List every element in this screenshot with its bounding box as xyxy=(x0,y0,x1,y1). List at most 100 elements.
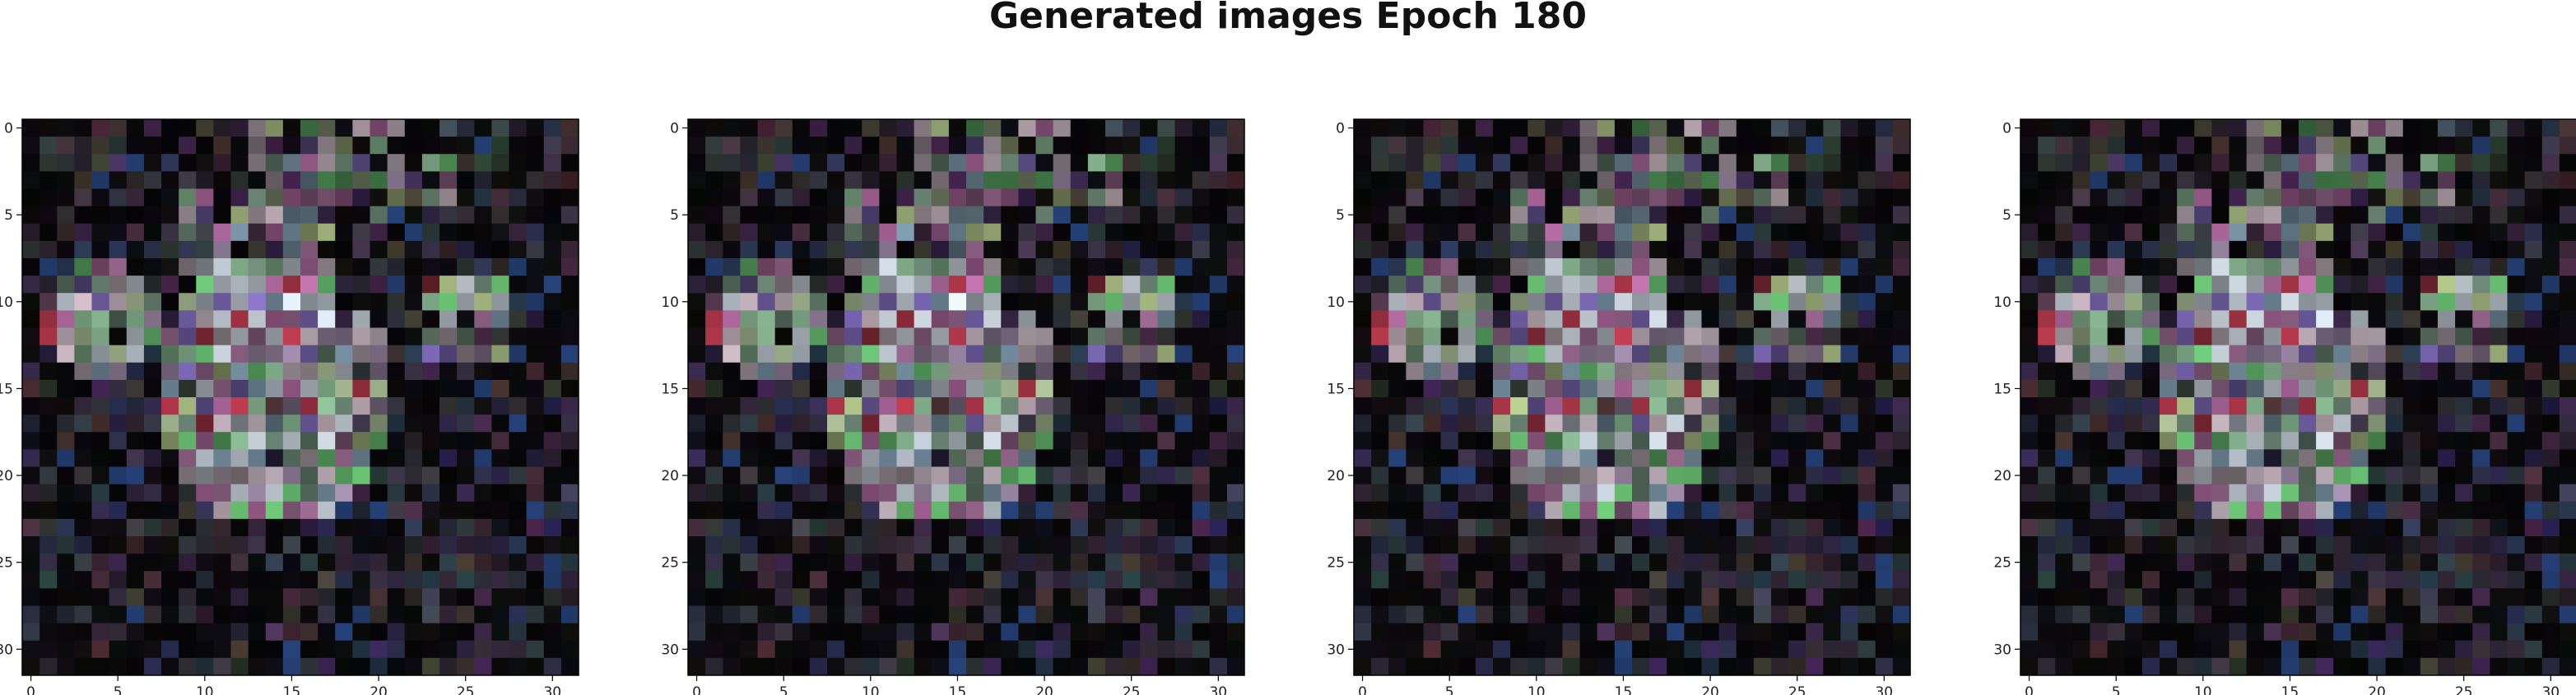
image-pixel xyxy=(1001,137,1019,155)
image-pixel xyxy=(249,154,267,172)
image-pixel xyxy=(775,241,793,259)
image-pixel xyxy=(439,449,458,467)
image-pixel xyxy=(1737,189,1755,207)
image-pixel xyxy=(1388,467,1407,485)
image-pixel xyxy=(2438,171,2456,189)
image-pixel xyxy=(1841,641,1859,659)
image-pixel xyxy=(352,328,370,346)
image-pixel xyxy=(300,328,319,346)
image-pixel xyxy=(1053,258,1072,276)
image-pixel xyxy=(1684,571,1702,589)
image-pixel xyxy=(2194,519,2212,537)
image-pixel xyxy=(1702,658,1720,676)
image-pixel xyxy=(2038,171,2056,189)
image-pixel xyxy=(775,154,793,172)
image-pixel xyxy=(1493,554,1511,572)
image-pixel xyxy=(249,363,267,381)
image-pixel xyxy=(509,241,528,259)
image-pixel xyxy=(561,484,579,503)
image-pixel xyxy=(793,206,811,225)
image-pixel xyxy=(758,171,776,189)
image-pixel xyxy=(1563,641,1581,659)
image-pixel xyxy=(318,258,336,276)
image-pixel xyxy=(2333,432,2351,450)
image-pixel xyxy=(1406,554,1424,572)
image-pixel xyxy=(2211,345,2230,364)
image-pixel xyxy=(2525,484,2543,503)
y-tick-label: 20 xyxy=(0,468,13,484)
image-pixel xyxy=(179,380,197,398)
image-pixel xyxy=(161,554,179,572)
image-pixel xyxy=(897,571,915,589)
image-pixel xyxy=(1597,119,1616,137)
image-pixel xyxy=(1597,554,1616,572)
image-pixel xyxy=(1493,310,1511,328)
image-pixel xyxy=(422,241,440,259)
image-pixel xyxy=(2125,380,2143,398)
image-pixel xyxy=(1545,328,1563,346)
image-pixel xyxy=(318,224,336,242)
image-pixel xyxy=(1053,623,1072,642)
image-pixel xyxy=(1632,397,1650,415)
image-pixel xyxy=(179,502,197,520)
image-pixel xyxy=(1754,345,1772,364)
image-pixel xyxy=(2055,519,2073,537)
image-pixel xyxy=(2542,484,2560,503)
image-pixel xyxy=(1876,345,1894,364)
image-pixel xyxy=(1458,571,1476,589)
image-pixel xyxy=(1649,171,1667,189)
image-pixel xyxy=(457,502,475,520)
image-pixel xyxy=(2490,345,2508,364)
image-pixel xyxy=(844,258,863,276)
image-pixel xyxy=(2403,658,2421,676)
image-pixel xyxy=(2177,310,2195,328)
image-pixel xyxy=(1893,293,1911,311)
image-pixel xyxy=(2020,328,2039,346)
image-pixel xyxy=(527,536,545,554)
image-pixel xyxy=(2560,588,2576,606)
image-pixel xyxy=(1667,328,1685,346)
image-pixel xyxy=(1841,467,1859,485)
image-pixel xyxy=(2299,623,2317,642)
image-pixel xyxy=(1788,206,1806,225)
image-pixel xyxy=(1823,258,1841,276)
image-pixel xyxy=(2525,536,2543,554)
image-pixel xyxy=(1018,484,1036,503)
image-pixel xyxy=(1441,658,1459,676)
image-pixel xyxy=(439,380,458,398)
image-pixel xyxy=(509,258,528,276)
image-pixel xyxy=(2490,415,2508,433)
image-pixel xyxy=(966,449,984,467)
image-pixel xyxy=(2455,397,2473,415)
image-pixel xyxy=(2455,137,2473,155)
image-pixel xyxy=(1441,606,1459,624)
image-pixel xyxy=(1105,641,1123,659)
image-pixel xyxy=(2177,641,2195,659)
image-pixel xyxy=(1788,502,1806,520)
image-pixel xyxy=(1140,432,1158,450)
image-pixel xyxy=(1001,310,1019,328)
image-pixel xyxy=(914,536,932,554)
image-pixel xyxy=(1441,588,1459,606)
image-pixel xyxy=(2438,536,2456,554)
image-pixel xyxy=(862,293,880,311)
image-pixel xyxy=(1001,502,1019,520)
image-pixel xyxy=(983,571,1002,589)
image-pixel xyxy=(949,380,967,398)
image-pixel xyxy=(92,241,110,259)
image-pixel xyxy=(2247,467,2265,485)
image-pixel xyxy=(109,189,128,207)
image-pixel xyxy=(740,554,758,572)
image-pixel xyxy=(1510,432,1528,450)
image-pixel xyxy=(793,328,811,346)
image-pixel xyxy=(2038,137,2056,155)
image-pixel xyxy=(74,432,92,450)
image-pixel xyxy=(2386,293,2404,311)
image-pixel xyxy=(1876,658,1894,676)
image-pixel xyxy=(1649,293,1667,311)
image-pixel xyxy=(2455,502,2473,520)
image-pixel xyxy=(2455,432,2473,450)
image-pixel xyxy=(2125,137,2143,155)
image-pixel xyxy=(1771,189,1789,207)
image-pixel xyxy=(561,641,579,659)
